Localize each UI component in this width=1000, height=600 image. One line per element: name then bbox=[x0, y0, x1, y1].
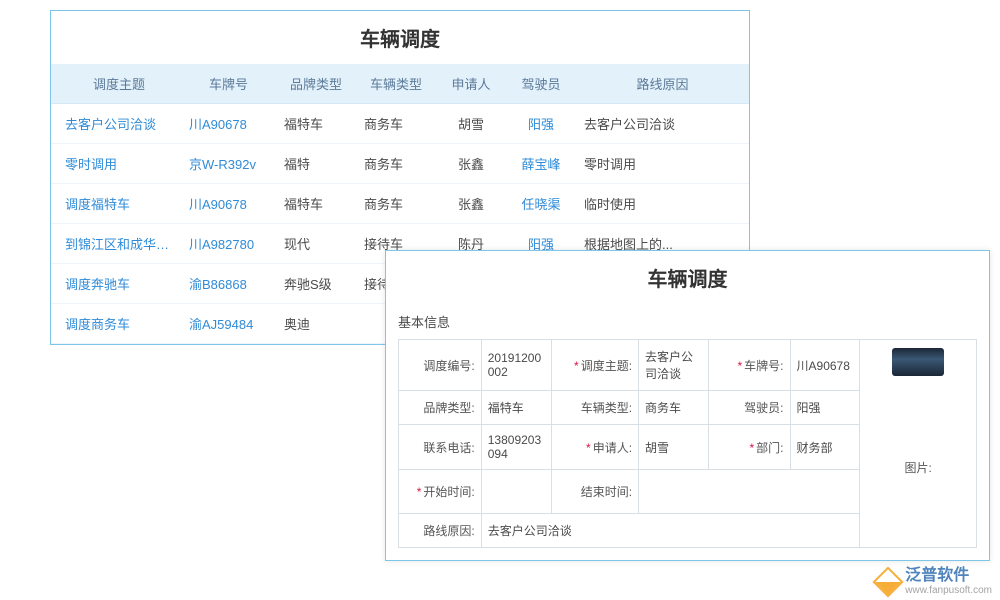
col-brand: 品牌类型 bbox=[276, 64, 356, 104]
lbl-brand: 品牌类型: bbox=[399, 391, 482, 425]
watermark: 泛普软件 www.fanpusoft.com bbox=[877, 567, 992, 596]
val-plate: 川A90678 bbox=[790, 340, 860, 391]
lbl-driver: 驾驶员: bbox=[708, 391, 790, 425]
cell-driver[interactable]: 任晓渠 bbox=[506, 184, 576, 224]
cell-plate[interactable]: 京W-R392v bbox=[181, 144, 276, 184]
lbl-phone: 联系电话: bbox=[399, 425, 482, 470]
col-reason: 路线原因 bbox=[576, 64, 749, 104]
cell-type: 商务车 bbox=[356, 104, 436, 144]
cell-plate[interactable]: 川A90678 bbox=[181, 104, 276, 144]
cell-brand: 福特车 bbox=[276, 104, 356, 144]
cell-driver[interactable]: 阳强 bbox=[506, 104, 576, 144]
val-vehicle-type: 商务车 bbox=[639, 391, 709, 425]
cell-reason: 零时调用 bbox=[576, 144, 749, 184]
lbl-start: *开始时间: bbox=[399, 470, 482, 514]
col-applicant: 申请人 bbox=[436, 64, 506, 104]
cell-reason: 去客户公司洽谈 bbox=[576, 104, 749, 144]
cell-theme[interactable]: 调度福特车 bbox=[51, 184, 181, 224]
watermark-url: www.fanpusoft.com bbox=[905, 585, 992, 596]
section-basic-info: 基本信息 bbox=[386, 304, 989, 339]
val-phone: 13809203094 bbox=[481, 425, 551, 470]
cell-theme[interactable]: 调度奔驰车 bbox=[51, 264, 181, 304]
cell-theme[interactable]: 零时调用 bbox=[51, 144, 181, 184]
cell-brand: 现代 bbox=[276, 224, 356, 264]
cell-applicant: 胡雪 bbox=[436, 104, 506, 144]
dispatch-detail-panel: 车辆调度 基本信息 调度编号: 20191200002 *调度主题: 去客户公司… bbox=[385, 250, 990, 561]
lbl-dispatch-no: 调度编号: bbox=[399, 340, 482, 391]
cell-applicant: 张鑫 bbox=[436, 184, 506, 224]
lbl-end: 结束时间: bbox=[551, 470, 638, 514]
cell-brand: 福特车 bbox=[276, 184, 356, 224]
lbl-dept: *部门: bbox=[708, 425, 790, 470]
detail-panel-title: 车辆调度 bbox=[386, 251, 989, 304]
cell-plate[interactable]: 川A982780 bbox=[181, 224, 276, 264]
val-dispatch-no: 20191200002 bbox=[481, 340, 551, 391]
col-plate: 车牌号 bbox=[181, 64, 276, 104]
lbl-dispatch-theme: *调度主题: bbox=[551, 340, 638, 391]
lbl-plate: *车牌号: bbox=[708, 340, 790, 391]
table-row[interactable]: 调度福特车川A90678福特车商务车张鑫任晓渠临时使用 bbox=[51, 184, 749, 224]
cell-theme[interactable]: 调度商务车 bbox=[51, 304, 181, 344]
val-brand: 福特车 bbox=[481, 391, 551, 425]
cell-brand: 福特 bbox=[276, 144, 356, 184]
watermark-brand: 泛普软件 bbox=[905, 567, 992, 585]
col-driver: 驾驶员 bbox=[506, 64, 576, 104]
val-dept: 财务部 bbox=[790, 425, 860, 470]
val-driver: 阳强 bbox=[790, 391, 860, 425]
lbl-applicant: *申请人: bbox=[551, 425, 638, 470]
cell-type: 商务车 bbox=[356, 184, 436, 224]
val-reason: 去客户公司洽谈 bbox=[481, 514, 860, 548]
image-cell: 图片: bbox=[860, 340, 977, 548]
lbl-reason: 路线原因: bbox=[399, 514, 482, 548]
cell-theme[interactable]: 去客户公司洽谈 bbox=[51, 104, 181, 144]
table-row[interactable]: 零时调用京W-R392v福特商务车张鑫薛宝峰零时调用 bbox=[51, 144, 749, 184]
list-panel-title: 车辆调度 bbox=[51, 11, 749, 64]
lbl-image: 图片: bbox=[866, 459, 970, 476]
col-type: 车辆类型 bbox=[356, 64, 436, 104]
detail-form: 调度编号: 20191200002 *调度主题: 去客户公司洽谈 *车牌号: 川… bbox=[398, 339, 977, 548]
cell-type: 商务车 bbox=[356, 144, 436, 184]
col-theme: 调度主题 bbox=[51, 64, 181, 104]
car-thumbnail bbox=[892, 348, 944, 376]
cell-brand: 奥迪 bbox=[276, 304, 356, 344]
cell-reason: 临时使用 bbox=[576, 184, 749, 224]
cell-driver[interactable]: 薛宝峰 bbox=[506, 144, 576, 184]
val-start[interactable] bbox=[481, 470, 551, 514]
val-applicant: 胡雪 bbox=[639, 425, 709, 470]
table-row[interactable]: 去客户公司洽谈川A90678福特车商务车胡雪阳强去客户公司洽谈 bbox=[51, 104, 749, 144]
val-end[interactable] bbox=[639, 470, 860, 514]
cell-plate[interactable]: 渝B86868 bbox=[181, 264, 276, 304]
cell-brand: 奔驰S级 bbox=[276, 264, 356, 304]
val-dispatch-theme: 去客户公司洽谈 bbox=[639, 340, 709, 391]
table-header-row: 调度主题 车牌号 品牌类型 车辆类型 申请人 驾驶员 路线原因 bbox=[51, 64, 749, 104]
cell-plate[interactable]: 川A90678 bbox=[181, 184, 276, 224]
cell-applicant: 张鑫 bbox=[436, 144, 506, 184]
lbl-vehicle-type: 车辆类型: bbox=[551, 391, 638, 425]
cell-plate[interactable]: 渝AJ59484 bbox=[181, 304, 276, 344]
cell-theme[interactable]: 到锦江区和成华区... bbox=[51, 224, 181, 264]
watermark-logo-icon bbox=[873, 566, 904, 597]
